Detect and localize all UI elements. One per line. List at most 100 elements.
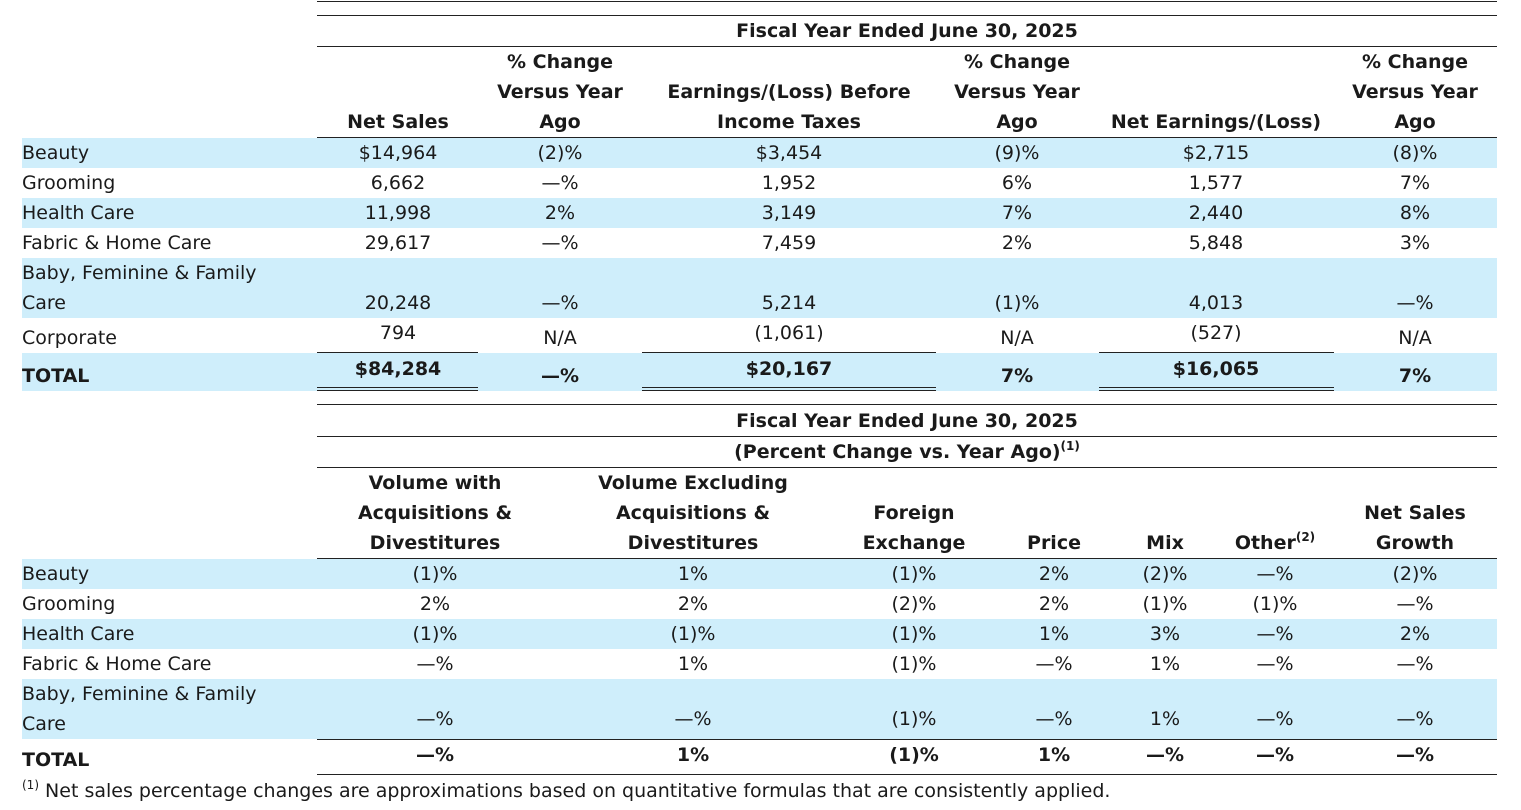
- double-rule: [642, 387, 936, 391]
- table-cell: —%: [1396, 593, 1434, 615]
- total-cell: 7%: [1398, 365, 1432, 387]
- row-label: Baby, Feminine & Family: [22, 262, 257, 284]
- row-label: Fabric & Home Care: [22, 232, 212, 254]
- footnote-marker: (1): [22, 778, 39, 792]
- table-cell: —%: [541, 172, 579, 194]
- table-cell: 2%: [1038, 593, 1070, 615]
- rule: [317, 467, 1497, 468]
- table-cell: 794: [379, 322, 417, 344]
- table-cell: (1)%: [1142, 593, 1188, 615]
- table-cell: 1%: [677, 653, 709, 675]
- table-cell: —%: [416, 653, 454, 675]
- row-label: Health Care: [22, 623, 135, 645]
- row-label: Baby, Feminine & Family: [22, 683, 257, 705]
- column-header: Volume Excluding: [598, 472, 788, 494]
- table-cell: N/A: [1398, 327, 1432, 349]
- table-cell: (2)%: [891, 593, 937, 615]
- row-band: [22, 258, 1497, 318]
- table-cell: —%: [1256, 623, 1294, 645]
- table-cell: —%: [1035, 708, 1073, 730]
- table-cell: —%: [1256, 708, 1294, 730]
- row-band: [22, 619, 1497, 649]
- table-cell: —%: [416, 708, 454, 730]
- row-label: Health Care: [22, 202, 135, 224]
- row-label: Care: [22, 713, 66, 735]
- total-cell: —%: [1395, 744, 1435, 766]
- table-cell: (1)%: [670, 623, 716, 645]
- super-header: (Percent Change vs. Year Ago)(1): [734, 437, 1080, 467]
- total-cell: 1%: [1037, 744, 1071, 766]
- table-cell: $2,715: [1182, 142, 1250, 164]
- table-cell: (1)%: [994, 292, 1040, 314]
- total-cell: $20,167: [745, 358, 833, 380]
- column-header: Versus Year: [1352, 81, 1478, 103]
- table-cell: 1%: [1038, 623, 1070, 645]
- rule: [642, 352, 936, 353]
- row-label: Grooming: [22, 593, 116, 615]
- table-cell: 5,848: [1188, 232, 1244, 254]
- table-cell: (527): [1190, 322, 1242, 344]
- table-cell: —%: [674, 708, 712, 730]
- row-band: [22, 559, 1497, 589]
- double-rule: [317, 387, 478, 391]
- table-cell: 1%: [677, 563, 709, 585]
- table-cell: (1)%: [1252, 593, 1298, 615]
- table-cell: $14,964: [358, 142, 438, 164]
- row-label: Fabric & Home Care: [22, 653, 212, 675]
- table-cell: 5,214: [761, 292, 817, 314]
- rule: [317, 137, 1497, 138]
- table-cell: 3%: [1149, 623, 1181, 645]
- table-cell: 7%: [1001, 202, 1033, 224]
- table-cell: (1)%: [891, 708, 937, 730]
- table-cell: 2%: [1001, 232, 1033, 254]
- total-cell: $84,284: [354, 358, 442, 380]
- table-cell: —%: [1256, 563, 1294, 585]
- total-label: TOTAL: [22, 365, 90, 387]
- column-header: Acquisitions &: [357, 502, 513, 524]
- row-label: Corporate: [22, 327, 117, 349]
- table-cell: 7%: [1399, 172, 1431, 194]
- total-cell: (1)%: [889, 744, 939, 766]
- table-cell: 1,577: [1188, 172, 1244, 194]
- footnote-ref: (1): [1060, 439, 1080, 453]
- table-cell: (2)%: [537, 142, 583, 164]
- rule: [317, 404, 1497, 405]
- table-cell: —%: [541, 232, 579, 254]
- column-header: Income Taxes: [717, 111, 861, 133]
- table-cell: —%: [1256, 653, 1294, 675]
- rule: [317, 15, 1497, 16]
- column-header: Acquisitions &: [615, 502, 771, 524]
- table-cell: 7,459: [761, 232, 817, 254]
- row-band: [22, 353, 1497, 391]
- footnote: (1) Net sales percentage changes are app…: [22, 776, 1110, 806]
- row-label: Beauty: [22, 563, 90, 585]
- column-header-text: Other: [1234, 532, 1296, 554]
- table-cell: 2,440: [1188, 202, 1244, 224]
- super-header-text: (Percent Change vs. Year Ago): [734, 441, 1061, 463]
- table-cell: (8)%: [1392, 142, 1438, 164]
- row-label: Beauty: [22, 142, 90, 164]
- rule: [317, 352, 478, 353]
- column-header: Earnings/(Loss) Before: [667, 81, 911, 103]
- table-cell: 2%: [677, 593, 709, 615]
- table-cell: (1)%: [412, 623, 458, 645]
- table-cell: (1)%: [891, 653, 937, 675]
- footnote-text: Net sales percentage changes are approxi…: [45, 780, 1111, 802]
- table-cell: 1%: [1149, 653, 1181, 675]
- footnote-ref: (2): [1295, 530, 1316, 544]
- column-header: Net Sales: [1364, 502, 1466, 524]
- total-cell: 1%: [676, 744, 710, 766]
- total-cell: —%: [1255, 744, 1295, 766]
- row-label: Care: [22, 292, 66, 314]
- column-header: Divestitures: [369, 532, 501, 554]
- column-header: Exchange: [862, 532, 966, 554]
- rule: [317, 558, 1497, 559]
- table-cell: N/A: [1000, 327, 1034, 349]
- table-cell: 8%: [1399, 202, 1431, 224]
- table-cell: —%: [1396, 292, 1434, 314]
- row-band: [22, 198, 1497, 228]
- table-cell: N/A: [543, 327, 577, 349]
- super-header: Fiscal Year Ended June 30, 2025: [736, 410, 1078, 432]
- total-cell: —%: [415, 744, 455, 766]
- total-cell: $16,065: [1172, 358, 1260, 380]
